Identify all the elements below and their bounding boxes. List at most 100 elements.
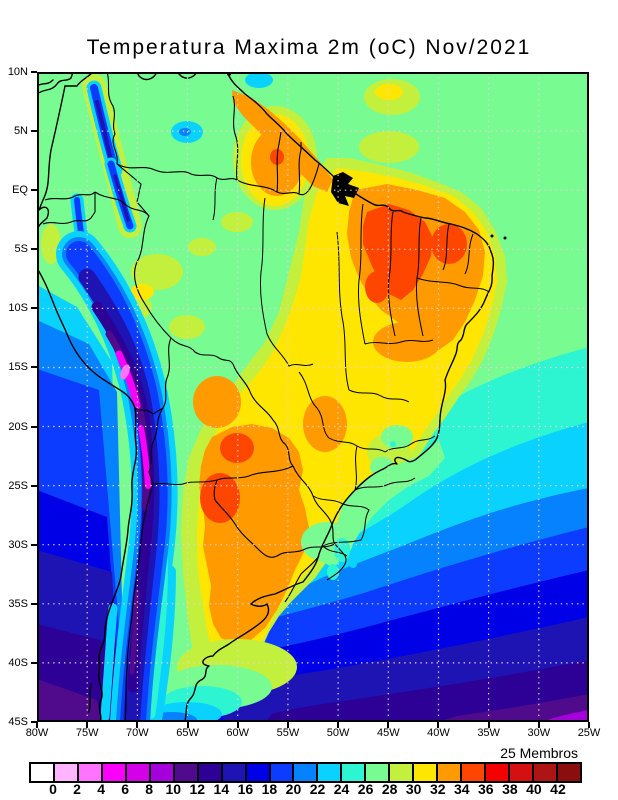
colorbar-cell xyxy=(438,764,463,781)
colorbar-cell xyxy=(150,764,175,781)
lat-tick xyxy=(31,307,37,310)
lat-label: 5S xyxy=(14,243,28,256)
lat-label: 10N xyxy=(7,66,28,78)
lon-tick xyxy=(437,722,440,728)
lon-label: 25W xyxy=(577,727,601,739)
lon-tick xyxy=(487,722,490,728)
colorbar-cell xyxy=(462,764,487,781)
lat-tick xyxy=(31,721,37,723)
lon-tick xyxy=(337,722,340,728)
lat-label: 5N xyxy=(13,125,28,138)
colorbar-tick-label: 42 xyxy=(550,781,566,797)
colorbar-tick-label: 2 xyxy=(73,781,81,797)
lat-tick xyxy=(31,661,37,664)
figure-title: Temperatura Maxima 2m (oC) Nov/2021 xyxy=(86,36,532,59)
lon-label: 50W xyxy=(326,727,350,739)
lat-tick xyxy=(31,366,37,369)
colorbar-tick-label: 0 xyxy=(49,781,57,797)
latitude-axis: 10N 5N EQ 5S 10S 15S 20S 25S 30S 35S 40S 45S xyxy=(0,66,37,728)
lon-label: 60W xyxy=(226,727,250,739)
colorbar-tick-label: 16 xyxy=(237,781,254,797)
country-borders xyxy=(42,72,347,722)
colorbar-tick-label: 30 xyxy=(405,781,422,797)
colorbar-tick-label: 24 xyxy=(333,781,350,797)
colorbar-cell xyxy=(318,764,343,781)
colorbar-tick-label: 40 xyxy=(526,781,542,797)
lat-tick xyxy=(31,543,37,546)
colorbar-tick-label: 6 xyxy=(121,781,130,797)
colorbar-tick-label: 28 xyxy=(381,781,398,797)
colorbar-cell xyxy=(366,764,391,781)
lon-label: 35W xyxy=(477,727,500,739)
lon-tick xyxy=(36,722,38,728)
colorbar-tick-label: 32 xyxy=(429,781,446,797)
lon-tick xyxy=(588,722,590,728)
lat-tick xyxy=(31,130,37,133)
lon-label: 55W xyxy=(276,727,300,739)
lon-tick xyxy=(236,722,239,728)
lon-label: 70W xyxy=(126,727,149,739)
colorbar-tick-label: 14 xyxy=(213,781,230,797)
colorbar-cell xyxy=(390,764,415,781)
ensemble-members-label: 25 Membros xyxy=(500,745,578,761)
lon-label: 80W xyxy=(25,727,49,739)
colorbar-cell xyxy=(534,764,558,781)
colorbar-cell xyxy=(294,764,319,781)
colorbar-cell xyxy=(31,764,55,781)
lon-tick xyxy=(537,722,540,728)
lon-label: 45W xyxy=(376,727,400,739)
colorbar-cell xyxy=(54,764,79,781)
lon-label: 30W xyxy=(527,727,551,739)
lon-tick xyxy=(86,722,89,728)
lat-tick xyxy=(31,189,37,192)
colorbar-cell xyxy=(246,764,271,781)
colorbar-cell xyxy=(222,764,247,781)
colorbar-tick-label: 12 xyxy=(189,781,206,797)
lat-label: 20S xyxy=(8,420,28,433)
lon-label: 40W xyxy=(427,727,450,739)
colorbar-tick-label: 20 xyxy=(285,781,302,797)
lon-tick xyxy=(186,722,189,728)
colorbar-cell xyxy=(557,764,580,781)
lat-label: 35S xyxy=(8,597,28,610)
colorbar-cell xyxy=(342,764,367,781)
lat-tick xyxy=(31,248,37,251)
graticule xyxy=(37,72,589,722)
colorbar-tick-label: 4 xyxy=(97,781,106,797)
lat-label: 40S xyxy=(8,656,28,669)
colorbar-cell xyxy=(174,764,199,781)
colorbar-tick-label: 38 xyxy=(502,781,518,797)
colorbar-tick-label: 36 xyxy=(478,781,494,797)
colorbar-cells xyxy=(29,762,582,783)
colorbar-cell xyxy=(270,764,295,781)
colorbar-tick-label: 10 xyxy=(165,781,182,797)
lon-label: 75W xyxy=(75,727,99,739)
plot-frame xyxy=(37,72,589,722)
colorbar-tick-label: 8 xyxy=(145,781,154,797)
colorbar-cell xyxy=(102,764,127,781)
colorbar-ticks: 0 2 4 6 8 10 12 14 16 18 20 22 24 26 28 30 32 34 36 38 40 42 xyxy=(29,781,582,799)
lat-label: 25S xyxy=(8,479,28,492)
lat-tick xyxy=(31,484,37,487)
colorbar-tick-label: 26 xyxy=(357,781,374,797)
colorbar-cell xyxy=(414,764,439,781)
colorbar-cell xyxy=(510,764,535,781)
lat-tick xyxy=(31,71,37,73)
lat-label: 30S xyxy=(8,538,28,551)
colorbar-tick-label: 18 xyxy=(261,781,278,797)
colorbar-cell xyxy=(198,764,223,781)
lat-label: 45S xyxy=(8,716,28,728)
lat-label: EQ xyxy=(12,184,28,197)
longitude-axis: 80W 75W 70W 65W 60W 55W 50W 45W 40W 35W 30W 25W xyxy=(26,722,600,744)
lon-tick xyxy=(286,722,289,728)
lat-label: 15S xyxy=(8,361,28,374)
colorbar-tick-label: 22 xyxy=(309,781,326,797)
lat-tick xyxy=(31,425,37,428)
lon-label: 65W xyxy=(176,727,199,739)
colorbar-cell xyxy=(126,764,151,781)
state-borders xyxy=(212,177,490,557)
lat-label: 10S xyxy=(8,302,28,315)
lat-tick xyxy=(31,602,37,605)
colorbar-tick-label: 34 xyxy=(453,781,470,797)
